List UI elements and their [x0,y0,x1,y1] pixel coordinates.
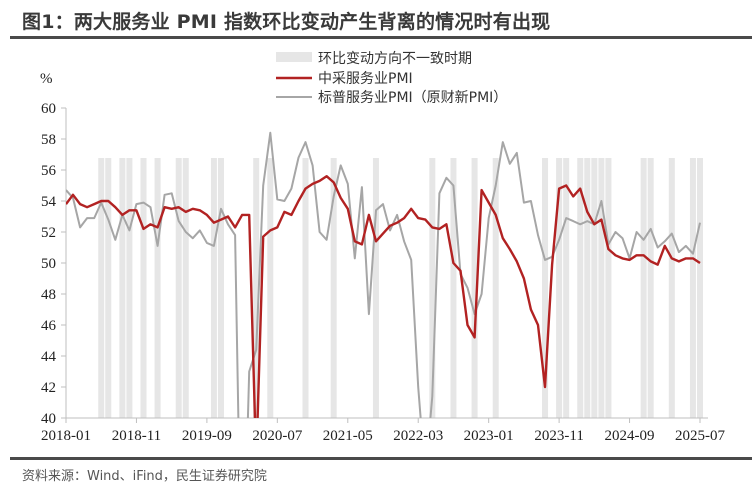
source-divider [10,457,752,460]
divergence-bar [267,158,274,418]
divergence-bar [542,158,549,418]
divergence-bar [98,158,105,418]
divergence-bar [689,158,696,418]
divergence-bar [302,158,309,418]
divergence-bar [584,158,591,418]
figure-title: 图1：两大服务业 PMI 指数环比变动产生背离的情况时有出现 [22,11,551,33]
caixin-pmi-line [66,174,701,418]
x-tick-label: 2023-11 [534,428,583,444]
divergence-bar [450,158,457,418]
divergence-bar [253,158,260,418]
divergence-bar [119,158,126,418]
legend-sp-label: 标普服务业PMI（原财新PMI） [318,90,507,106]
y-tick-label: 50 [41,256,56,272]
x-tick-label: 2023-01 [464,428,514,444]
y-tick-label: 58 [41,132,56,148]
divergence-bar [154,158,161,418]
sp-pmi-line [66,131,701,418]
x-tick-label: 2021-05 [323,428,373,444]
divergence-bar [492,158,499,418]
divergence-bar [126,158,133,418]
legend-divergence-label: 环比变动方向不一致时期 [318,51,472,67]
divergence-bar [697,158,703,418]
axes: 40 42 44 46 48 50 52 54 56 58 60 2018-01 2018-11 2019… [41,101,725,444]
divergence-bar [577,158,584,418]
legend-divergence-swatch [276,52,312,62]
x-tick-label: 2020-07 [252,428,302,444]
x-tick-label: 2024-09 [605,428,655,444]
y-tick-label: 56 [41,163,57,179]
divergence-bar [591,158,598,418]
divergence-bar [598,158,605,418]
divergence-bar [175,158,182,418]
divergence-bar [647,158,654,418]
x-tick-label: 2018-01 [41,428,91,444]
divergence-bar [330,158,337,418]
divergence-bar [471,158,478,418]
y-tick-label: 52 [41,225,56,241]
divergence-bar [217,158,224,418]
y-tick-label: 40 [41,411,56,427]
y-tick-label: 46 [41,318,57,334]
y-tick-label: 60 [41,101,56,117]
series-lines [66,131,701,418]
x-tick-label: 2025-07 [675,428,725,444]
divergence-bar [429,158,436,418]
legend: 环比变动方向不一致时期 中采服务业PMI 标普服务业PMI（原财新PMI） [276,51,507,106]
x-tick-label: 2019-09 [182,428,232,444]
divergence-bar [140,158,147,418]
x-tick-label: 2018-11 [112,428,161,444]
divergence-bar [210,158,217,418]
divergence-bar [372,158,379,418]
divergence-bar [182,158,189,418]
x-tick-label: 2022-03 [393,428,443,444]
divergence-bar [605,158,612,418]
divergence-bar [640,158,647,418]
legend-caixin-label: 中采服务业PMI [318,71,413,87]
divergence-bar [556,158,563,418]
source-note: 资料来源：Wind、iFind，民生证券研究院 [22,469,267,484]
divergence-bar [563,158,570,418]
divergence-bar [105,158,112,418]
pmi-line-chart: 40 42 44 46 48 50 52 54 56 58 60 2018-01 2018-11 2019… [40,51,725,444]
y-axis-unit: % [40,71,53,87]
divergence-bar [668,158,675,418]
y-tick-label: 48 [41,287,56,303]
divergence-bars [98,158,703,418]
y-tick-label: 54 [41,194,57,210]
y-tick-label: 44 [41,349,57,365]
y-tick-label: 42 [41,380,56,396]
title-divider [10,36,752,39]
